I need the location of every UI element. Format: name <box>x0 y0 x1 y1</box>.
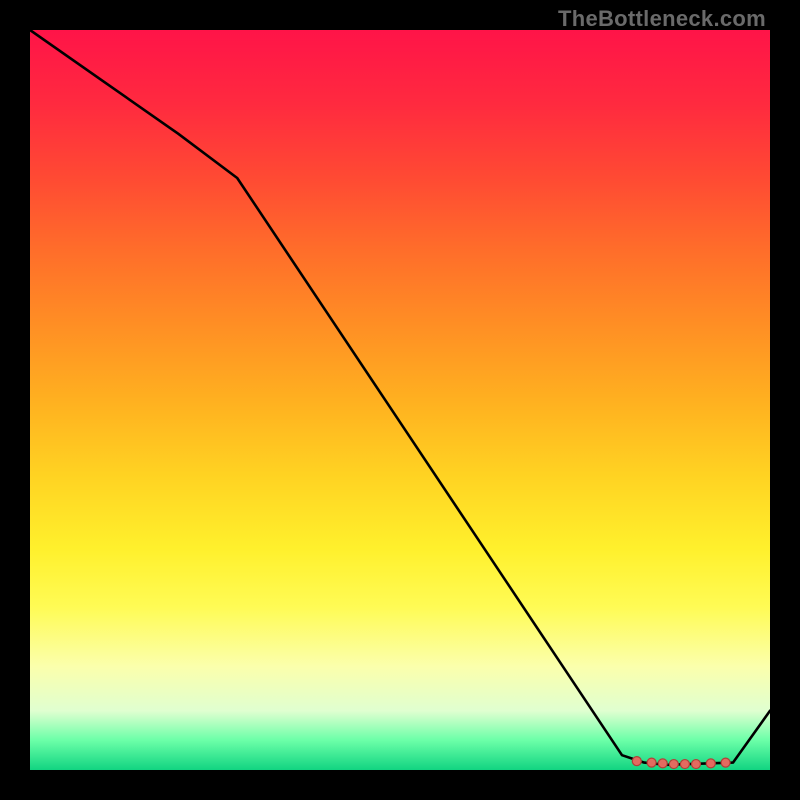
chart-marker <box>706 759 715 768</box>
chart-plot-area <box>30 30 770 770</box>
chart-marker <box>632 757 641 766</box>
chart-marker <box>692 760 701 769</box>
chart-line <box>30 30 770 765</box>
chart-marker <box>721 758 730 767</box>
chart-marker <box>669 760 678 769</box>
chart-marker <box>658 759 667 768</box>
chart-marker <box>680 760 689 769</box>
watermark-text: TheBottleneck.com <box>558 6 766 32</box>
chart-markers <box>632 757 730 769</box>
chart-marker <box>647 758 656 767</box>
chart-overlay <box>30 30 770 770</box>
